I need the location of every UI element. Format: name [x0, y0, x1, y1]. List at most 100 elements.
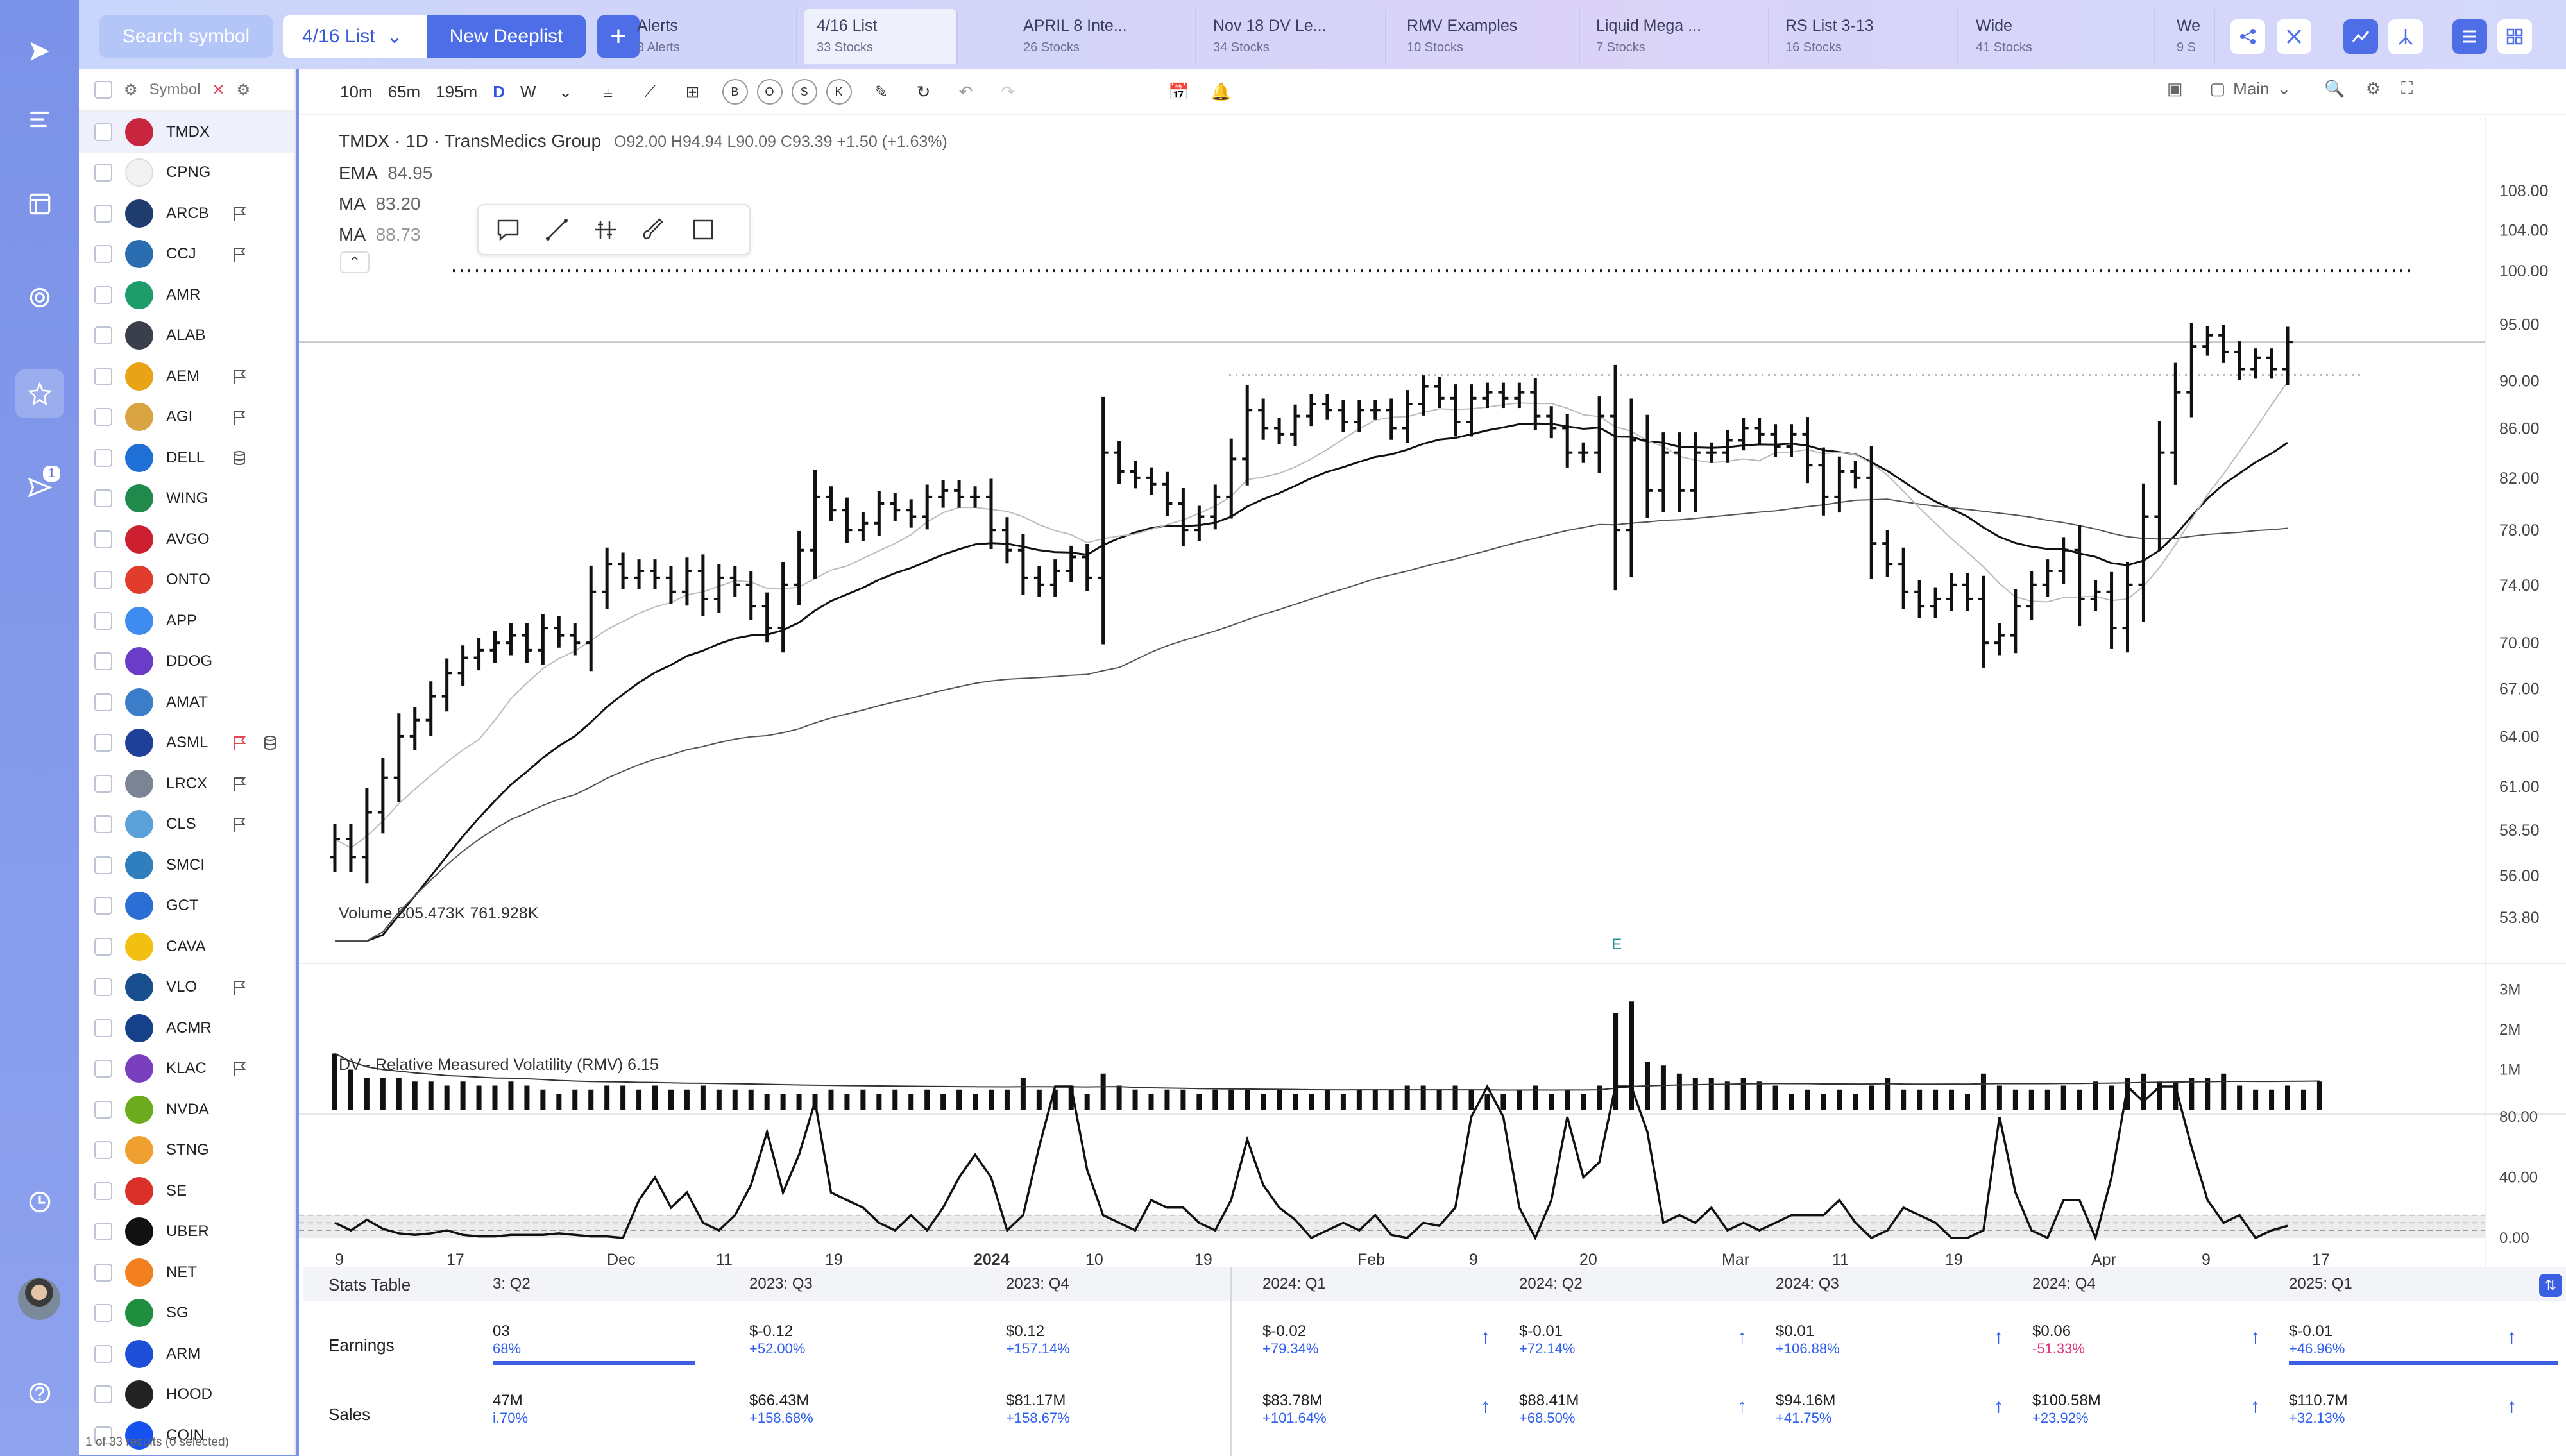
watchlist-tab[interactable]: Wide 41 Stocks [1963, 9, 2155, 64]
symbol-row[interactable]: UBER [79, 1212, 294, 1253]
screener-icon[interactable] [15, 180, 64, 228]
row-checkbox[interactable] [94, 856, 112, 874]
symbol-row[interactable]: ONTO [79, 560, 294, 601]
symbol-row[interactable]: AMAT [79, 682, 294, 723]
flag-icon[interactable] [230, 205, 248, 223]
list-view-icon[interactable] [2452, 19, 2487, 54]
row-checkbox[interactable] [94, 1060, 112, 1078]
row-checkbox[interactable] [94, 978, 112, 997]
symbol-row[interactable]: SG [79, 1293, 294, 1334]
calendar-icon[interactable]: 📅 [1168, 81, 1189, 101]
symbol-row[interactable]: LRCX [79, 763, 294, 804]
row-checkbox[interactable] [94, 1304, 112, 1323]
flag-icon[interactable] [230, 734, 248, 752]
row-checkbox[interactable] [94, 611, 112, 630]
list-settings-icon[interactable]: ⚙ [236, 81, 251, 99]
row-checkbox[interactable] [94, 204, 112, 223]
clear-icon[interactable]: ✕ [212, 81, 225, 99]
flag-icon[interactable] [230, 775, 248, 793]
symbol-row[interactable]: ALAB [79, 316, 294, 357]
add-list-button[interactable]: + [597, 15, 640, 58]
flag-icon[interactable] [230, 978, 248, 996]
interval-chevron-icon[interactable]: ⌄ [558, 81, 573, 101]
undo-icon[interactable]: ↶ [958, 81, 973, 101]
grid-view-icon[interactable] [2497, 19, 2532, 54]
menu-icon[interactable] [15, 95, 64, 144]
toggle-button[interactable]: B [722, 79, 748, 105]
search-symbol-input[interactable]: Search symbol [99, 15, 273, 58]
select-all-checkbox[interactable] [94, 81, 112, 99]
interval-button[interactable]: 10m [340, 81, 373, 101]
symbol-row[interactable]: CLS [79, 804, 294, 845]
database-icon[interactable] [230, 449, 248, 467]
interval-button[interactable]: 195m [436, 81, 478, 101]
watchlist-tab[interactable]: Nov 18 DV Le... 34 Stocks [1200, 9, 1386, 64]
alert-bell-icon[interactable]: 🔔 [1211, 81, 1232, 101]
symbol-row[interactable]: AEM [79, 356, 294, 397]
row-checkbox[interactable] [94, 774, 112, 793]
symbol-row[interactable]: NVDA [79, 1089, 294, 1130]
row-checkbox[interactable] [94, 164, 112, 182]
flag-icon[interactable] [230, 368, 248, 385]
interval-button[interactable]: W [520, 81, 536, 101]
collapse-legend-button[interactable]: ⌃ [340, 251, 370, 273]
help-icon[interactable] [15, 1369, 64, 1418]
row-checkbox[interactable] [94, 367, 112, 385]
symbol-row[interactable]: AGI [79, 397, 294, 438]
watchlist-tab[interactable]: APRIL 8 Inte... 26 Stocks [1010, 9, 1196, 64]
zoom-icon[interactable]: 🔍 [2324, 78, 2345, 98]
row-checkbox[interactable] [94, 408, 112, 427]
row-checkbox[interactable] [94, 1223, 112, 1241]
symbol-row[interactable]: HOOD [79, 1375, 294, 1416]
watchlist-tab[interactable]: RS List 3-13 16 Stocks [1772, 9, 1958, 64]
x-twitter-icon[interactable] [2277, 19, 2311, 54]
symbol-row[interactable]: DDOG [79, 641, 294, 682]
flag-icon[interactable] [230, 1060, 248, 1078]
indicators-icon[interactable]: ⫨ [603, 81, 613, 101]
row-checkbox[interactable] [94, 1100, 112, 1119]
alerts-send-icon[interactable]: 1 [15, 463, 64, 512]
toggle-button[interactable]: K [826, 79, 852, 105]
chart-view-icon[interactable] [2343, 19, 2378, 54]
symbol-row[interactable]: APP [79, 600, 294, 641]
symbol-row[interactable]: GCT [79, 886, 294, 927]
refresh-icon[interactable]: ↻ [916, 81, 931, 101]
symbol-row[interactable]: DELL [79, 437, 294, 478]
row-checkbox[interactable] [94, 734, 112, 752]
symbol-row[interactable]: AVGO [79, 519, 294, 560]
row-checkbox[interactable] [94, 693, 112, 711]
watchlist-tab[interactable]: We 9 S [2164, 9, 2215, 64]
rectangle-icon[interactable] [690, 217, 716, 242]
flag-icon[interactable] [230, 245, 248, 263]
row-checkbox[interactable] [94, 245, 112, 264]
compare-icon[interactable] [2388, 19, 2423, 54]
symbol-row[interactable]: SE [79, 1171, 294, 1212]
row-checkbox[interactable] [94, 1385, 112, 1404]
symbol-row[interactable]: AMR [79, 275, 294, 316]
symbol-row[interactable]: KLAC [79, 1049, 294, 1090]
redo-icon[interactable]: ↷ [1001, 81, 1015, 101]
chevron-down-icon[interactable]: ⌄ [2277, 78, 2291, 98]
layout-icon[interactable]: ▢ [2209, 78, 2226, 98]
symbol-row[interactable]: SMCI [79, 845, 294, 886]
row-checkbox[interactable] [94, 815, 112, 834]
row-checkbox[interactable] [94, 937, 112, 956]
interval-button[interactable]: 65m [387, 81, 421, 101]
settings-icon[interactable]: ⚙ [2365, 78, 2381, 98]
row-checkbox[interactable] [94, 897, 112, 915]
eraser-icon[interactable]: ✎ [874, 81, 888, 101]
symbol-row[interactable]: ARCB [79, 193, 294, 234]
symbol-row[interactable]: ACMR [79, 1008, 294, 1049]
symbol-row[interactable]: STNG [79, 1130, 294, 1171]
fullscreen-icon[interactable]: ⛶ [2401, 78, 2413, 97]
row-checkbox[interactable] [94, 652, 112, 671]
watchlist-tab[interactable]: 4/16 List 33 Stocks [804, 9, 958, 64]
symbol-row[interactable]: WING [79, 478, 294, 520]
database-icon[interactable] [261, 734, 279, 752]
symbol-row[interactable]: COIN [79, 1415, 294, 1456]
stats-toggle-button[interactable]: ⇅ [2539, 1274, 2562, 1297]
symbol-row[interactable]: CAVA [79, 926, 294, 967]
comment-icon[interactable] [495, 217, 521, 242]
price-chart[interactable]: 108.00104.00100.0095.0090.0086.0082.0078… [299, 117, 2566, 1267]
layouts-icon[interactable]: ⊞ [685, 81, 700, 101]
